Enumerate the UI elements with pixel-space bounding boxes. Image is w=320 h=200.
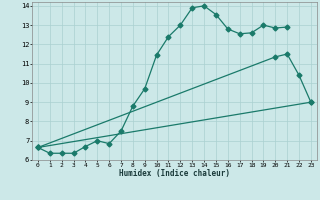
X-axis label: Humidex (Indice chaleur): Humidex (Indice chaleur) <box>119 169 230 178</box>
